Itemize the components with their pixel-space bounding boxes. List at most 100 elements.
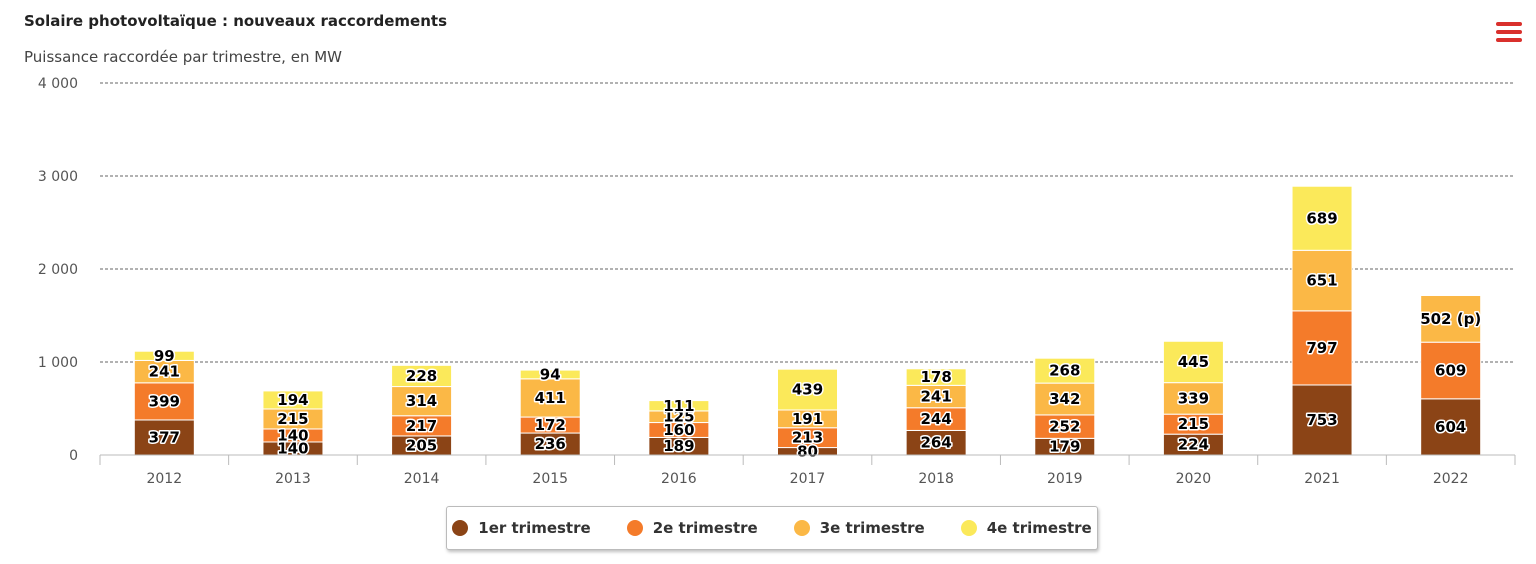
y-tick-label: 0	[69, 448, 78, 464]
data-label: 604	[1435, 418, 1466, 436]
data-label: 241	[149, 363, 180, 381]
bar-segment[interactable]	[905, 368, 967, 386]
bar-segment[interactable]	[1420, 398, 1482, 456]
x-tick-label: 2013	[275, 471, 311, 487]
bar-segment[interactable]	[1162, 340, 1224, 384]
bar-segment[interactable]	[1034, 357, 1096, 384]
x-tick-label: 2019	[1047, 471, 1083, 487]
bar-segment[interactable]	[133, 350, 195, 361]
data-label: 252	[1049, 418, 1080, 436]
data-label: 244	[920, 410, 951, 428]
bar-segment[interactable]	[519, 378, 581, 418]
legend-marker-q3	[793, 520, 810, 536]
bar-segment[interactable]	[519, 369, 581, 380]
x-tick-label: 2017	[790, 471, 826, 487]
legend: 1er trimestre 2e trimestre 3e trimestre …	[446, 506, 1098, 550]
bar-segment[interactable]	[1291, 249, 1353, 312]
legend-marker-q1	[452, 520, 469, 536]
data-label: 753	[1306, 411, 1337, 429]
data-label: 236	[535, 435, 566, 453]
data-label: 241	[920, 388, 951, 406]
data-label: 268	[1049, 362, 1080, 380]
data-label: 314	[406, 392, 437, 410]
x-tick-label: 2018	[918, 471, 954, 487]
data-label: 94	[540, 365, 561, 383]
bar-segment[interactable]	[133, 382, 195, 421]
legend-item-q3[interactable]: 3e trimestre	[793, 519, 925, 537]
chart-title: Solaire photovoltaïque : nouveaux raccor…	[24, 12, 448, 30]
data-label: 213	[792, 429, 823, 447]
bar-segment[interactable]	[648, 400, 710, 412]
y-tick-label: 2 000	[38, 262, 78, 278]
data-label: 125	[663, 408, 694, 426]
bar-segment[interactable]	[777, 368, 838, 411]
data-label: 194	[277, 391, 308, 409]
legend-item-q2[interactable]: 2e trimestre	[626, 519, 758, 537]
data-label: 651	[1306, 272, 1337, 290]
data-label: 502 (p)	[1420, 310, 1481, 328]
x-tick-label: 2020	[1176, 471, 1212, 487]
bar-segment[interactable]	[1291, 384, 1353, 456]
data-label: 140	[277, 439, 308, 457]
data-label: 797	[1306, 339, 1337, 357]
data-label: 189	[663, 437, 694, 455]
data-label: 217	[406, 417, 437, 435]
bar-segment[interactable]	[1420, 295, 1482, 343]
data-label: 99	[154, 347, 175, 365]
data-label: 689	[1306, 209, 1337, 227]
y-axis: 0 1 000 2 000 3 000 4 000	[38, 76, 78, 464]
bar-segment[interactable]	[262, 390, 324, 410]
x-axis: 2012 2013 2014 2015 2016 2017 2018 2019 2020 2021…	[99, 454, 1516, 487]
legend-label-q3: 3e trimestre	[819, 519, 925, 537]
data-label: 80	[797, 442, 818, 460]
y-tick-label: 4 000	[38, 76, 78, 92]
bar-segment[interactable]	[1162, 382, 1224, 415]
y-tick-label: 1 000	[38, 355, 78, 371]
data-label: 178	[920, 368, 951, 386]
bar-segment[interactable]	[391, 364, 453, 388]
legend-item-q4[interactable]: 4e trimestre	[960, 519, 1092, 537]
y-tick-label: 3 000	[38, 169, 78, 185]
data-label: 228	[406, 367, 437, 385]
data-label: 160	[663, 421, 694, 439]
x-tick-label: 2012	[146, 471, 182, 487]
data-label: 140	[277, 426, 308, 444]
data-label: 224	[1178, 436, 1209, 454]
data-label: 399	[149, 392, 180, 410]
legend-item-q1[interactable]: 1er trimestre	[452, 519, 591, 537]
bar-segment[interactable]	[1291, 185, 1353, 251]
data-label: 411	[535, 389, 566, 407]
legend-label-q1: 1er trimestre	[478, 519, 591, 537]
chart-subtitle: Puissance raccordée par trimestre, en MW	[24, 48, 342, 66]
legend-marker-q2	[626, 520, 643, 536]
data-label: 215	[1178, 415, 1209, 433]
legend-label-q2: 2e trimestre	[652, 519, 758, 537]
x-tick-label: 2015	[532, 471, 568, 487]
bar-segment[interactable]	[905, 429, 967, 456]
data-label: 342	[1049, 390, 1080, 408]
x-tick-label: 2021	[1304, 471, 1340, 487]
data-label: 111	[663, 397, 694, 415]
data-label: 377	[149, 428, 180, 446]
bar-segment[interactable]	[391, 386, 453, 417]
data-labels: 3773992419914014021519420521731422823617…	[147, 208, 1483, 462]
hamburger-menu-icon[interactable]	[1496, 22, 1522, 42]
data-label: 445	[1178, 353, 1209, 371]
x-tick-label: 2016	[661, 471, 697, 487]
bars	[133, 185, 1482, 456]
data-label: 609	[1435, 362, 1466, 380]
x-tick-label: 2014	[404, 471, 440, 487]
data-label: 205	[406, 436, 437, 454]
data-label: 215	[277, 410, 308, 428]
data-label: 179	[1049, 438, 1080, 456]
bar-segment[interactable]	[1291, 310, 1353, 386]
grid-lines	[100, 82, 1515, 363]
data-label: 339	[1178, 389, 1209, 407]
data-label: 264	[920, 434, 951, 452]
x-tick-label: 2022	[1433, 471, 1469, 487]
data-label: 191	[792, 410, 823, 428]
data-label: 439	[792, 381, 823, 399]
data-label: 172	[535, 416, 566, 434]
legend-marker-q4	[960, 520, 977, 536]
